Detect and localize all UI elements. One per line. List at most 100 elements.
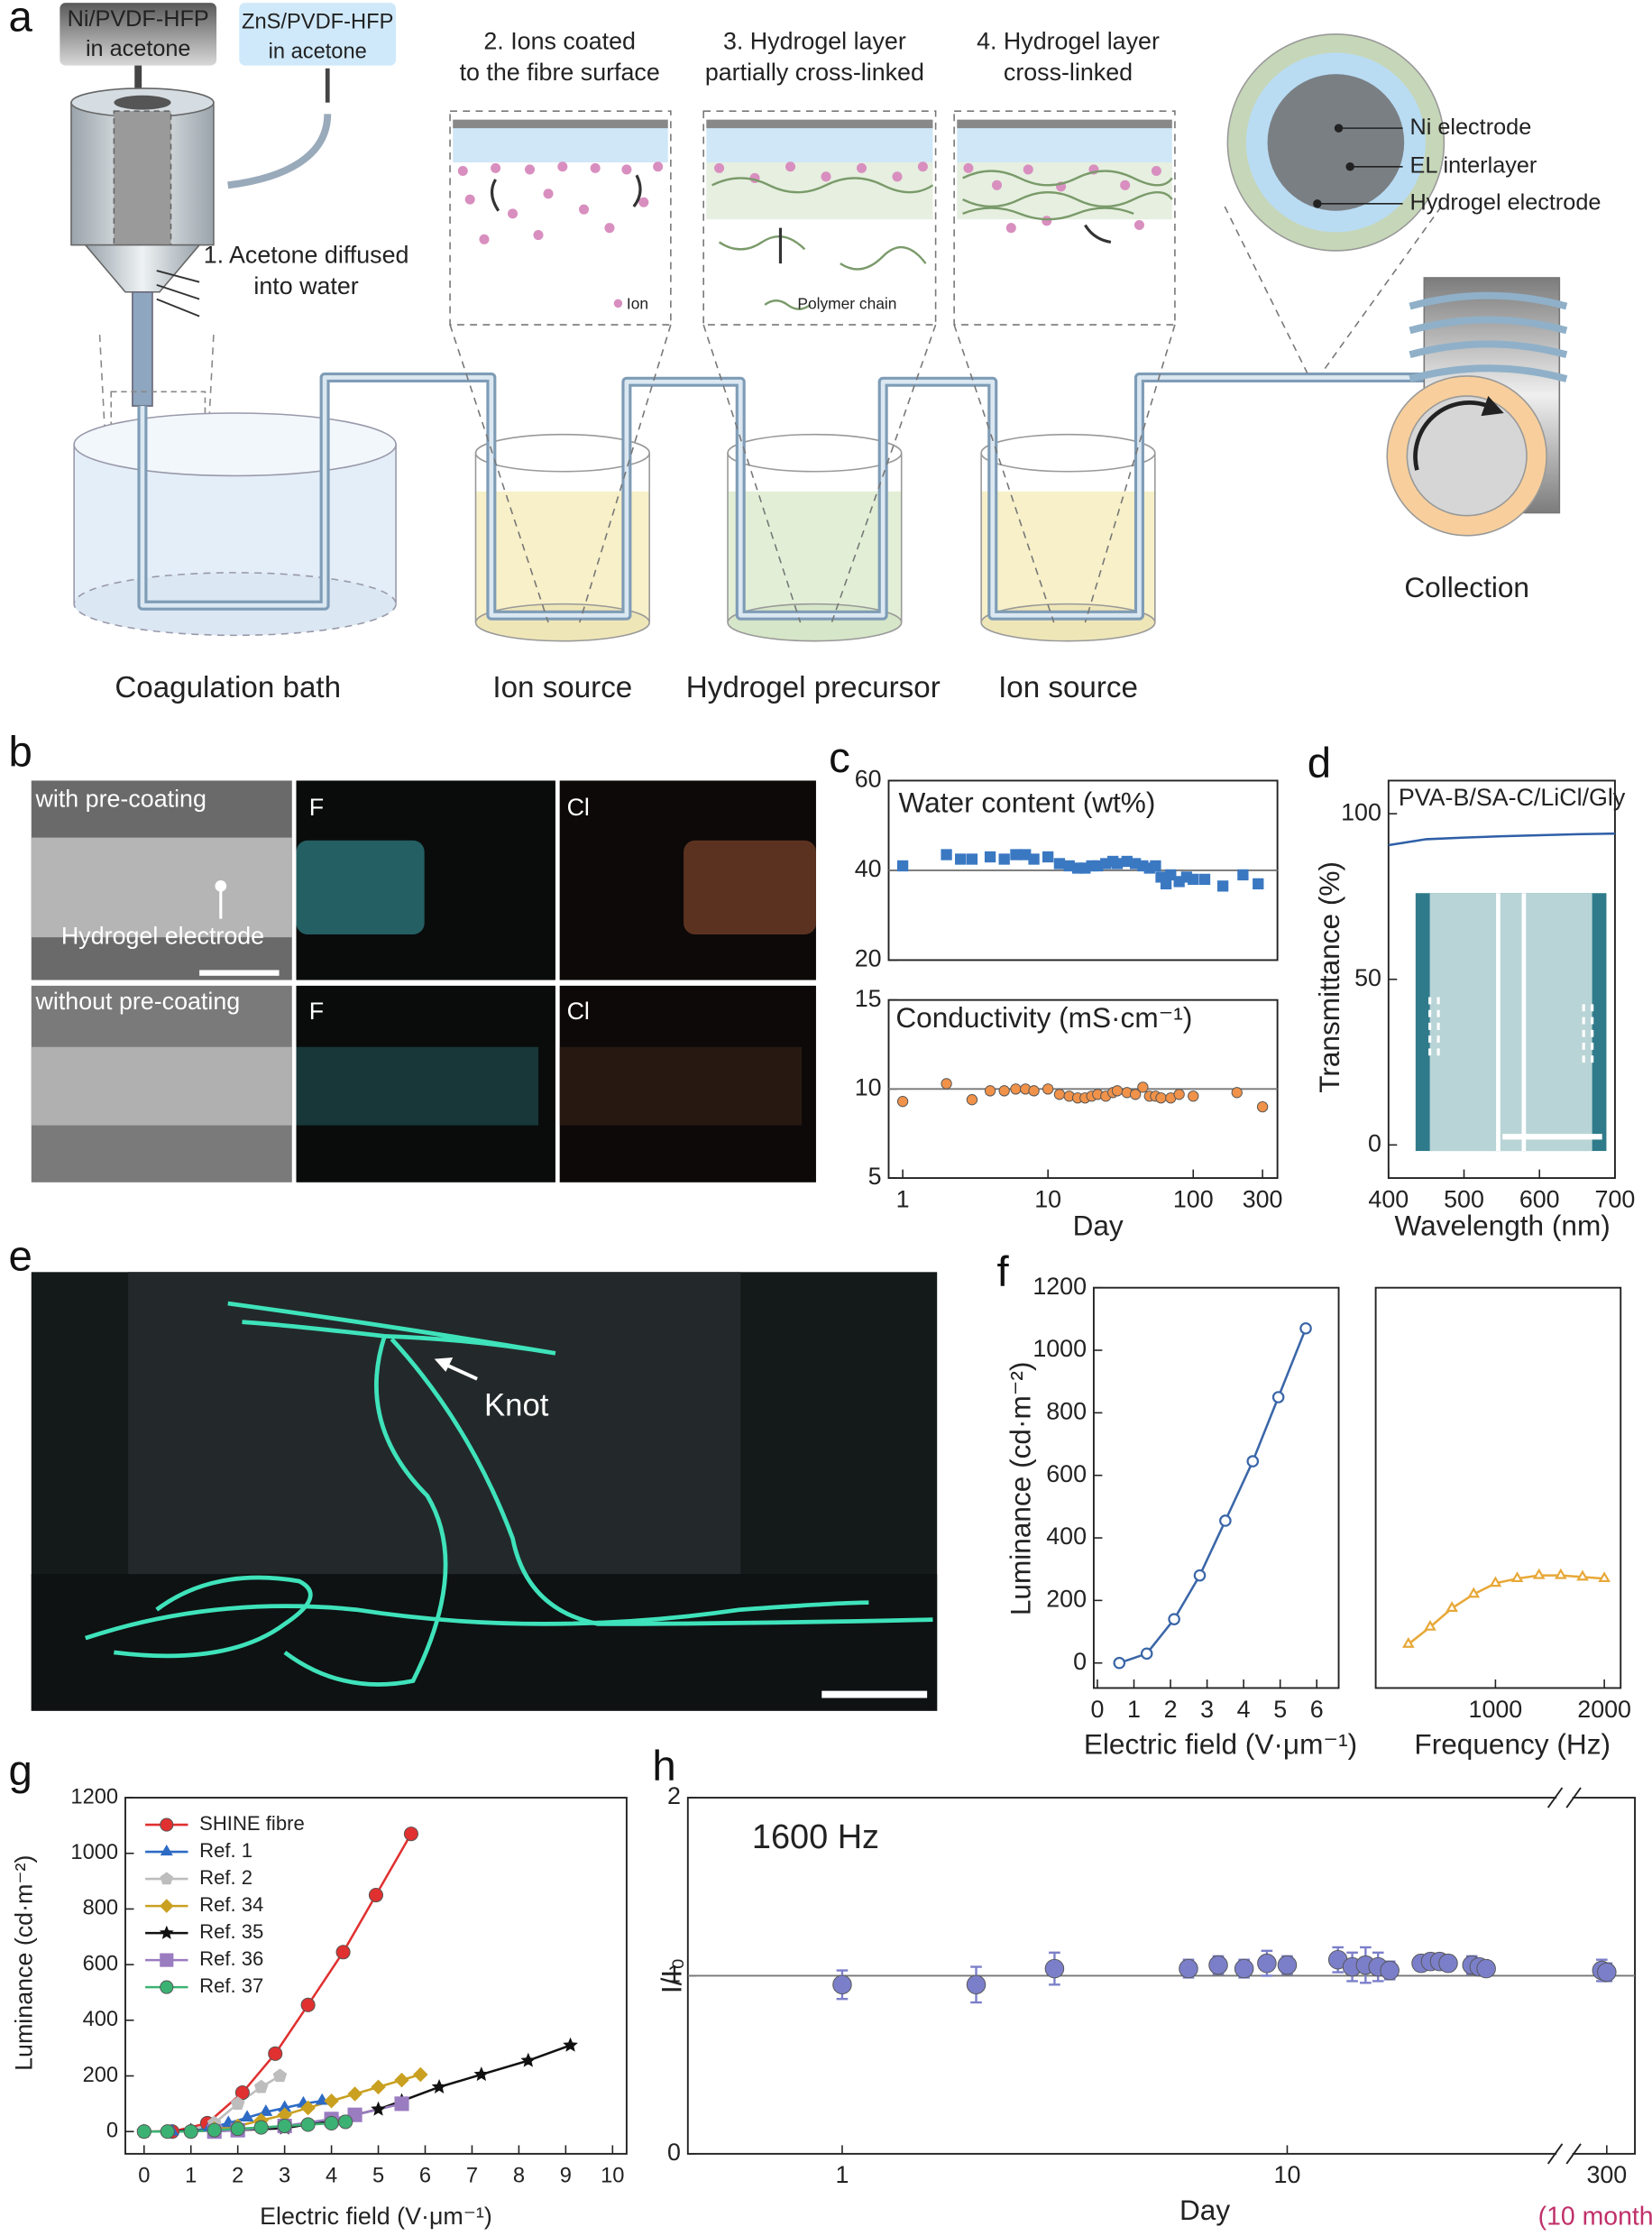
data-point bbox=[1237, 869, 1249, 881]
diagram-label: Collection bbox=[1404, 571, 1529, 603]
y-axis-label: Transmittance (%) bbox=[1313, 861, 1345, 1093]
guide bbox=[98, 335, 215, 471]
data-point bbox=[955, 853, 967, 865]
diagram-label: partially cross-linked bbox=[705, 59, 924, 86]
data-point bbox=[1277, 1955, 1298, 1975]
diagram-label: 3. Hydrogel layer bbox=[723, 27, 906, 54]
background-figure bbox=[128, 1272, 741, 1582]
diagram-label: 4. Hydrogel layer bbox=[977, 27, 1160, 54]
x-axis-label: Frequency (Hz) bbox=[1414, 1728, 1611, 1761]
data-point bbox=[1188, 1090, 1199, 1102]
feed-tube bbox=[227, 114, 332, 189]
x-tick-label: 0 bbox=[1090, 1696, 1104, 1723]
data-point bbox=[1193, 1569, 1207, 1582]
x-axis-label: Day bbox=[1179, 2194, 1230, 2226]
data-point bbox=[1467, 1587, 1481, 1598]
x-tick-label: 7 bbox=[466, 2164, 478, 2187]
diagram-label: Coagulation bath bbox=[115, 671, 341, 704]
panel-letter: e bbox=[8, 1233, 32, 1281]
legend-swatch bbox=[159, 1925, 174, 1939]
fibre-surface bbox=[957, 119, 1172, 129]
data-point bbox=[371, 2101, 386, 2116]
x-tick-label: 300 bbox=[1243, 1185, 1283, 1212]
leader-dot bbox=[1313, 199, 1322, 208]
arrow bbox=[156, 270, 200, 317]
data-point bbox=[1188, 873, 1199, 886]
x-tick-label: 2000 bbox=[1577, 1696, 1631, 1723]
data-point bbox=[1576, 1569, 1589, 1581]
plot-frame bbox=[124, 1797, 628, 2155]
data-point bbox=[1044, 1958, 1065, 1979]
diagram-label: Ion source bbox=[998, 671, 1138, 704]
data-point bbox=[230, 2121, 245, 2137]
data-point bbox=[984, 1085, 996, 1097]
fibre-surface bbox=[706, 119, 933, 129]
inset-box bbox=[702, 110, 937, 326]
diagram-label: to the fibre surface bbox=[460, 59, 660, 86]
data-point bbox=[268, 2046, 283, 2061]
y-tick-label: 1200 bbox=[1032, 1273, 1087, 1300]
glowing-fibre bbox=[85, 1301, 933, 1687]
row-label: with pre-coating bbox=[34, 786, 206, 813]
beaker-base bbox=[727, 603, 903, 642]
data-point bbox=[160, 2124, 175, 2139]
data-point bbox=[1510, 1571, 1524, 1583]
photo bbox=[1429, 893, 1592, 1152]
polymer-chains bbox=[711, 170, 1173, 310]
eds-signal bbox=[296, 1046, 538, 1126]
feed-box bbox=[60, 3, 217, 66]
y-tick-label: 1 bbox=[667, 1961, 681, 1988]
data-point bbox=[253, 2120, 269, 2135]
data-point bbox=[230, 2096, 245, 2110]
y-tick-label: 0 bbox=[1368, 1129, 1381, 1156]
annotation: (10 months) bbox=[1538, 2202, 1652, 2231]
y-axis-label: Luminance (cd·m⁻²) bbox=[1004, 1362, 1036, 1616]
diagram-label: 2. Ions coated bbox=[483, 27, 636, 54]
legend-swatch bbox=[160, 1845, 173, 1856]
magnifiers bbox=[449, 110, 1442, 623]
y-tick-label: 40 bbox=[855, 855, 882, 882]
data-point bbox=[1424, 1619, 1436, 1631]
beaker-wall bbox=[474, 453, 1156, 623]
data-point bbox=[1257, 1953, 1277, 1974]
x-tick-label: 100 bbox=[1173, 1185, 1214, 1212]
y-tick-label: 0 bbox=[667, 2139, 681, 2166]
y-tick-label: 50 bbox=[1354, 964, 1381, 991]
leader-dot bbox=[1334, 124, 1344, 133]
diagram-label: Ion source bbox=[492, 671, 632, 704]
callout: Hydrogel electrode bbox=[61, 922, 264, 949]
data-point bbox=[1438, 1953, 1458, 1974]
panel-letter: b bbox=[8, 729, 32, 777]
beaker-rim bbox=[727, 433, 903, 473]
liquid bbox=[475, 491, 650, 623]
data-point bbox=[368, 1887, 384, 1903]
chart: 400 500 600 700 0 50 100 PVA-B/SA-C/LiCl/Gly Wav… bbox=[1313, 779, 1635, 1242]
y-tick-label: 200 bbox=[1046, 1585, 1087, 1612]
channel-label: Cl bbox=[567, 794, 590, 821]
x-tick-label: 3 bbox=[1200, 1696, 1214, 1723]
data-point bbox=[998, 1085, 1010, 1097]
axis-break-mark bbox=[1565, 2143, 1582, 2165]
y-axis-label: I/I₀ bbox=[655, 1958, 687, 1993]
x-axis-label: Wavelength (nm) bbox=[1395, 1210, 1611, 1242]
inset-guide bbox=[449, 324, 1176, 623]
data-point bbox=[1179, 1958, 1198, 1979]
panel-letter: f bbox=[997, 1248, 1010, 1296]
data-point bbox=[371, 2079, 386, 2095]
legend-label: Ref. 34 bbox=[199, 1893, 263, 1916]
data-point bbox=[1256, 1100, 1269, 1113]
sem-fibre bbox=[31, 837, 292, 938]
data-point bbox=[1219, 1514, 1232, 1527]
data-point bbox=[234, 2084, 250, 2101]
arrow bbox=[434, 1357, 454, 1372]
data-point bbox=[1246, 1455, 1260, 1468]
data-point bbox=[1208, 1955, 1228, 1975]
leader-dot bbox=[1345, 162, 1354, 171]
eds-signal bbox=[296, 840, 425, 935]
series-line bbox=[1388, 832, 1615, 847]
axis-break-mark bbox=[1565, 1787, 1582, 1808]
axis-break-mark bbox=[1546, 1787, 1564, 1808]
data-point bbox=[206, 2122, 222, 2138]
